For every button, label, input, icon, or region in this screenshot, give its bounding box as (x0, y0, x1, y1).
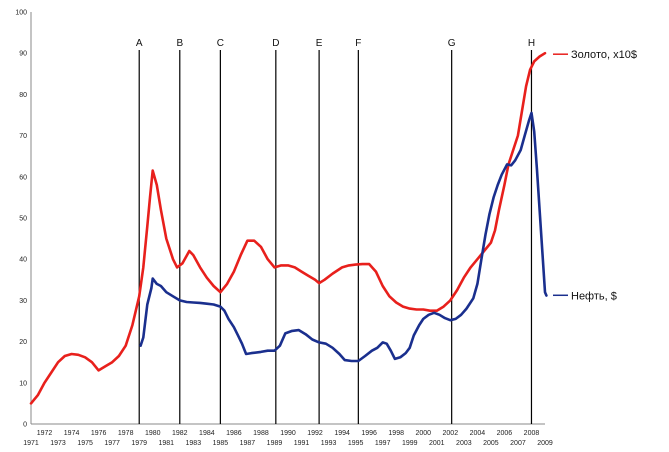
x-tick-label: 2000 (415, 430, 431, 437)
x-tick-label: 2002 (443, 430, 459, 437)
legend-label-oil: Нефть, $ (571, 290, 617, 302)
x-tick-label: 2007 (510, 440, 526, 447)
x-tick-label: 1976 (91, 430, 107, 437)
y-tick-label: 50 (19, 216, 27, 223)
x-tick-label: 1985 (213, 440, 229, 447)
x-tick-label: 1990 (280, 430, 296, 437)
x-tick-labels: 1971 1972 1973 1974 1975 1976 1977 1978 1979 1980… (23, 430, 553, 447)
x-tick-label: 1980 (145, 430, 161, 437)
legend-label-gold: Золото, x10$ (571, 49, 637, 61)
y-tick-label: 70 (19, 133, 27, 140)
x-tick-label: 1977 (104, 440, 120, 447)
event-label-a: A (136, 38, 143, 49)
x-tick-label: 1979 (131, 440, 147, 447)
series-lines (29, 51, 548, 405)
y-tick-label: 30 (19, 298, 27, 305)
x-tick-label: 2005 (483, 440, 499, 447)
x-tick-label: 1972 (37, 430, 53, 437)
x-tick-label: 2009 (537, 440, 553, 447)
x-tick-label: 2006 (497, 430, 513, 437)
x-tick-label: 1982 (172, 430, 188, 437)
event-label-e: E (316, 38, 323, 49)
x-tick-label: 1983 (186, 440, 202, 447)
event-label-b: B (176, 38, 183, 49)
x-tick-label: 1986 (226, 430, 242, 437)
x-tick-label: 1987 (240, 440, 256, 447)
y-tick-label: 20 (19, 339, 27, 346)
y-tick-label: 10 (19, 380, 27, 387)
x-tick-label: 1974 (64, 430, 80, 437)
legend: Золото, x10$ Нефть, $ (553, 49, 637, 302)
x-tick-label: 1988 (253, 430, 269, 437)
event-label-d: D (272, 38, 279, 49)
x-tick-label: 1981 (158, 440, 174, 447)
y-tick-labels: 0 10 20 30 40 50 60 70 80 90 100 (15, 10, 27, 429)
x-tick-label: 1975 (77, 440, 93, 447)
x-tick-label: 1978 (118, 430, 134, 437)
x-tick-label: 1989 (267, 440, 283, 447)
series-line-gold (29, 51, 547, 405)
x-tick-label: 2003 (456, 440, 472, 447)
x-tick-label: 1994 (334, 430, 350, 437)
y-tick-label: 100 (15, 10, 27, 17)
x-tick-label: 1998 (388, 430, 404, 437)
event-label-h: H (528, 38, 535, 49)
x-tick-label: 1996 (361, 430, 377, 437)
x-tick-label: 1997 (375, 440, 391, 447)
y-tick-label: 60 (19, 174, 27, 181)
x-tick-label: 2004 (470, 430, 486, 437)
event-lines: A B C D E F G H (136, 38, 535, 424)
event-label-f: F (355, 38, 361, 49)
y-tick-label: 80 (19, 92, 27, 99)
y-tick-label: 0 (23, 422, 27, 429)
x-tick-label: 1984 (199, 430, 215, 437)
x-tick-label: 2008 (524, 430, 540, 437)
series-line-oil (139, 111, 548, 363)
x-tick-label: 1973 (50, 440, 66, 447)
y-tick-label: 40 (19, 257, 27, 264)
x-tick-label: 1993 (321, 440, 337, 447)
x-tick-label: 1971 (23, 440, 39, 447)
x-tick-label: 1992 (307, 430, 323, 437)
event-label-g: G (448, 38, 456, 49)
x-tick-label: 1991 (294, 440, 310, 447)
x-tick-label: 1995 (348, 440, 364, 447)
y-tick-label: 90 (19, 51, 27, 58)
x-tick-label: 1999 (402, 440, 418, 447)
x-tick-label: 2001 (429, 440, 445, 447)
event-label-c: C (217, 38, 224, 49)
